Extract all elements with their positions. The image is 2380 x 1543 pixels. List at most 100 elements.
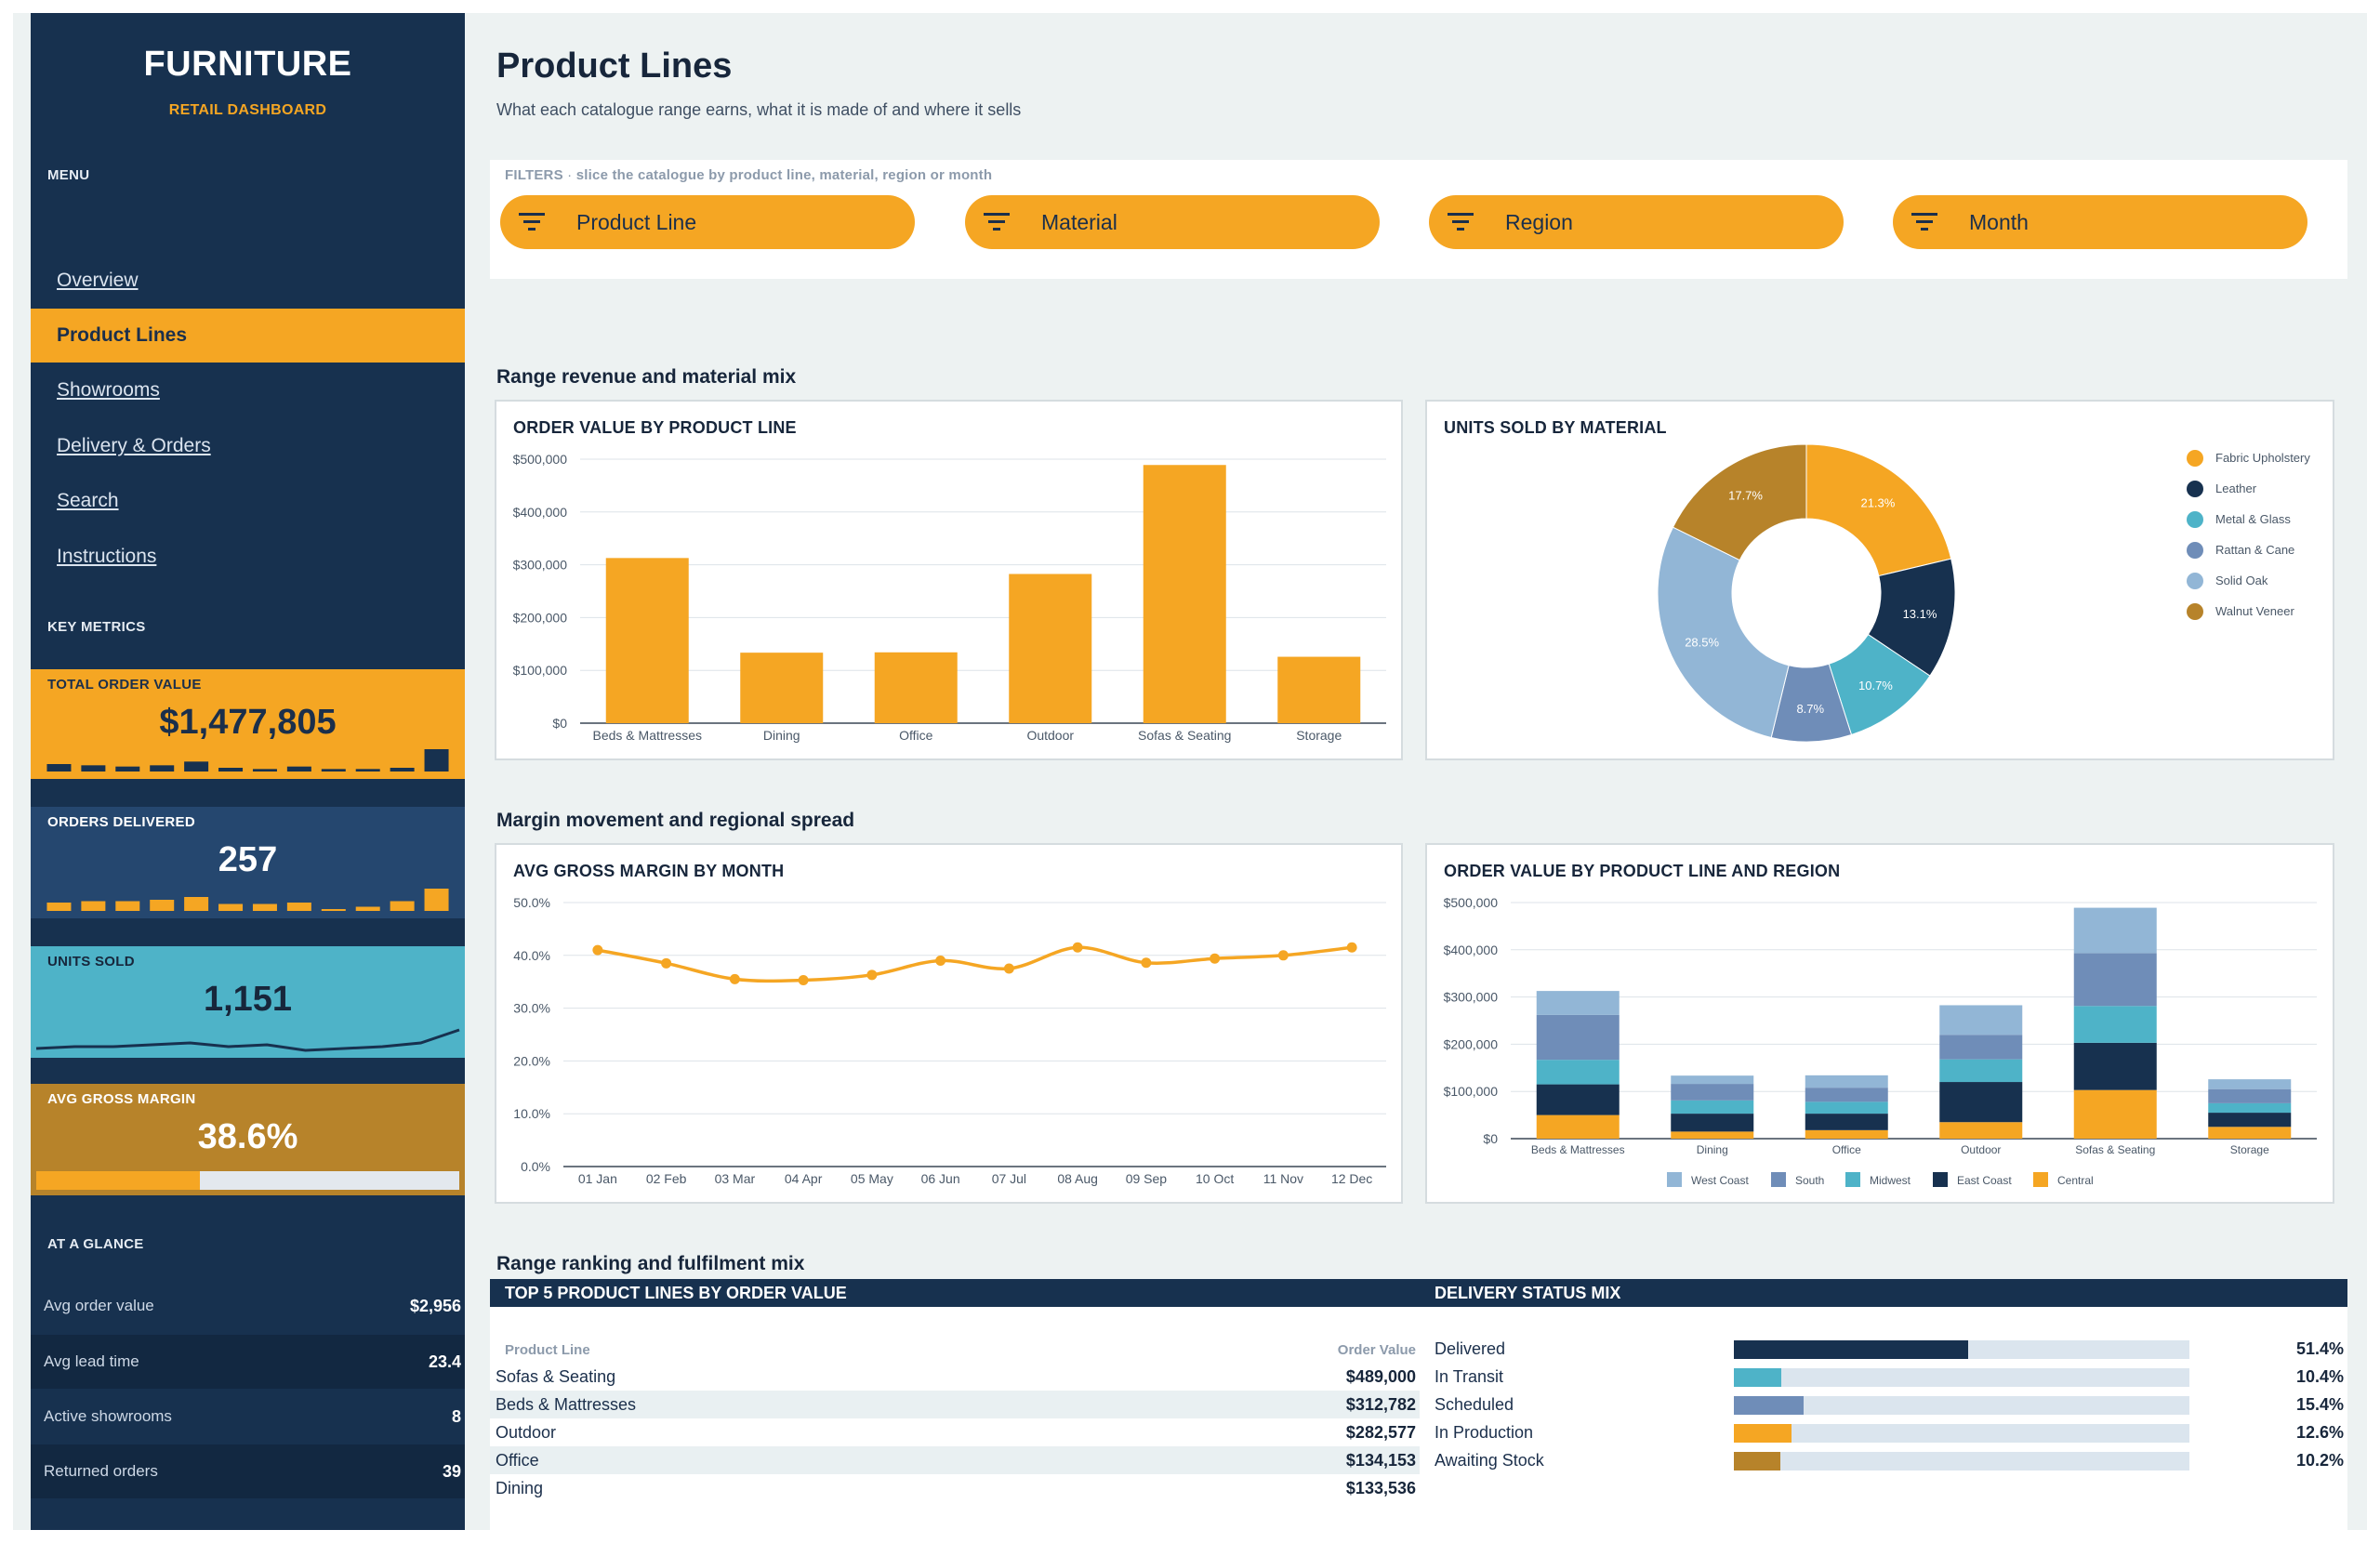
- kpi-total-order-value: TOTAL ORDER VALUE $1,477,805: [31, 669, 465, 779]
- legend-swatch: [2187, 450, 2203, 467]
- sidebar: FURNITURE RETAIL DASHBOARD MENU Overview…: [31, 13, 465, 1530]
- glance-label: Returned orders: [44, 1462, 158, 1480]
- section-title-revenue-mix: Range revenue and material mix: [496, 366, 797, 388]
- delivery-bar-track: [1734, 1452, 2189, 1470]
- glance-label: Active showrooms: [44, 1407, 172, 1425]
- card-title: ORDER VALUE BY PRODUCT LINE: [513, 418, 797, 437]
- card-units-sold-by-material: 21.3% 13.1% 10.7% 8.7% 28.5% 17.7% UNITS SOLD…: [1425, 400, 2334, 760]
- glance-value: 23.4: [428, 1352, 461, 1371]
- nav-product-lines[interactable]: Product Lines: [31, 309, 465, 363]
- filters-caption-hint: slice the catalogue by product line, mat…: [575, 167, 993, 183]
- legend-swatch: [2187, 573, 2203, 589]
- sparkline-bar: [321, 909, 346, 911]
- legend-label: West Coast: [1691, 1174, 1749, 1187]
- sparkline-line: [35, 1028, 460, 1052]
- nav-instructions[interactable]: Instructions: [57, 546, 157, 567]
- stacked-bar-segment: [2073, 907, 2157, 954]
- nav-overview[interactable]: Overview: [57, 270, 139, 291]
- row-product-line: Sofas & Seating: [496, 1367, 616, 1386]
- filter-icon: [1911, 213, 1937, 231]
- row-product-line: Beds & Mattresses: [496, 1395, 637, 1414]
- filter-month[interactable]: Month: [1893, 195, 2307, 249]
- delivery-status: Delivered: [1435, 1339, 1506, 1358]
- x-tick-label: Outdoor: [1026, 728, 1074, 743]
- top5-header: TOP 5 PRODUCT LINES BY ORDER VALUE: [490, 1279, 1420, 1307]
- legend-label: Fabric Upholstery: [2215, 451, 2310, 465]
- y-tick-label: $400,000: [1444, 943, 1499, 957]
- slice-label: 21.3%: [1860, 496, 1895, 510]
- filter-material[interactable]: Material: [965, 195, 1380, 249]
- sparkline-bar: [424, 749, 449, 772]
- delivery-bar-fill: [1734, 1340, 1968, 1359]
- row-order-value: $282,577: [1345, 1423, 1416, 1442]
- brand-title: FURNITURE: [143, 45, 352, 84]
- x-tick-label: Outdoor: [1961, 1143, 2001, 1156]
- legend-label: Rattan & Cane: [2215, 543, 2295, 557]
- legend-swatch: [2187, 481, 2203, 497]
- card-order-value-by-product-line: $0 $100,000 $200,000 $300,000 $400,000 $500,0…: [495, 400, 1403, 760]
- filter-region[interactable]: Region: [1429, 195, 1844, 249]
- donut-slice: [1672, 443, 1807, 561]
- delivery-pct: 10.2%: [2295, 1451, 2344, 1470]
- slice-label: 13.1%: [1903, 607, 1937, 621]
- legend-label: South: [1795, 1174, 1824, 1187]
- delivery-bar-fill: [1734, 1424, 1792, 1443]
- delivery-status: Scheduled: [1435, 1395, 1514, 1414]
- y-tick-label: 30.0%: [513, 1001, 550, 1016]
- brand-subtitle: RETAIL DASHBOARD: [168, 102, 327, 118]
- x-tick-label: 02 Feb: [646, 1171, 687, 1186]
- sparkline-bar: [218, 768, 244, 772]
- stacked-bar-segment: [1939, 1005, 2023, 1035]
- delivery-pct: 15.4%: [2295, 1395, 2344, 1414]
- row-order-value: $134,153: [1345, 1451, 1416, 1470]
- series-line: [597, 945, 1353, 983]
- stacked-bar-segment: [2073, 953, 2157, 1007]
- delivery-row-awaiting-stock: Awaiting Stock 10.2%: [1420, 1446, 2347, 1474]
- delivery-bar-track: [1734, 1340, 2189, 1359]
- nav-search[interactable]: Search: [57, 490, 119, 511]
- line-point: [1072, 942, 1083, 953]
- stacked-bar-segment: [1805, 1101, 1888, 1114]
- x-tick-label: Beds & Mattresses: [593, 728, 703, 743]
- y-tick-label: $300,000: [1444, 990, 1499, 1005]
- nav-showrooms[interactable]: Showrooms: [57, 379, 160, 401]
- kpi-label: ORDERS DELIVERED: [47, 814, 195, 830]
- line-point: [1003, 963, 1014, 974]
- delivery-row-in-production: In Production 12.6%: [1420, 1418, 2347, 1446]
- sparkline-bar: [115, 901, 140, 911]
- legend-label: Midwest: [1870, 1174, 1911, 1187]
- sparkline-bar: [184, 897, 209, 911]
- card-title: UNITS SOLD BY MATERIAL: [1444, 418, 1667, 437]
- kpi-units-sold: UNITS SOLD 1,151: [31, 946, 465, 1058]
- delivery-row-in-transit: In Transit 10.4%: [1420, 1363, 2347, 1391]
- delivery-pct: 51.4%: [2295, 1339, 2344, 1358]
- sparkline-bar: [424, 889, 449, 911]
- at-a-glance-label: AT A GLANCE: [47, 1236, 144, 1252]
- y-tick-label: 40.0%: [513, 948, 550, 963]
- delivery-status: In Production: [1435, 1423, 1534, 1442]
- bar: [1277, 656, 1361, 723]
- stacked-bar-segment: [2208, 1127, 2292, 1139]
- bar: [605, 558, 689, 723]
- sparkline-bar: [46, 903, 72, 911]
- stacked-bar-segment: [1805, 1075, 1888, 1088]
- y-tick-label: $100,000: [513, 663, 568, 678]
- line-point: [1210, 953, 1221, 964]
- slice-label: 17.7%: [1728, 489, 1763, 503]
- card-order-value-by-line-and-region: $0 $100,000 $200,000 $300,000 $400,000 $500,0…: [1425, 843, 2334, 1204]
- margin-progress-fill: [36, 1171, 200, 1190]
- x-tick-label: 12 Dec: [1331, 1171, 1372, 1186]
- filter-bar: FILTERS · slice the catalogue by product…: [490, 160, 2347, 279]
- glance-row-avg-lead-time: Avg lead time 23.4: [31, 1335, 465, 1389]
- line-point: [729, 973, 740, 984]
- filter-product-line[interactable]: Product Line: [500, 195, 915, 249]
- nav-delivery-orders[interactable]: Delivery & Orders: [57, 435, 211, 456]
- sparkline-bar: [184, 761, 209, 772]
- line-point: [866, 969, 878, 981]
- sparkline-bar: [390, 901, 415, 911]
- y-tick-label: 20.0%: [513, 1053, 550, 1068]
- table-row: Office $134,153: [490, 1446, 1420, 1474]
- stacked-bar-segment: [1805, 1088, 1888, 1102]
- kpi-orders-delivered: ORDERS DELIVERED 257: [31, 807, 465, 918]
- x-tick-label: 03 Mar: [715, 1171, 756, 1186]
